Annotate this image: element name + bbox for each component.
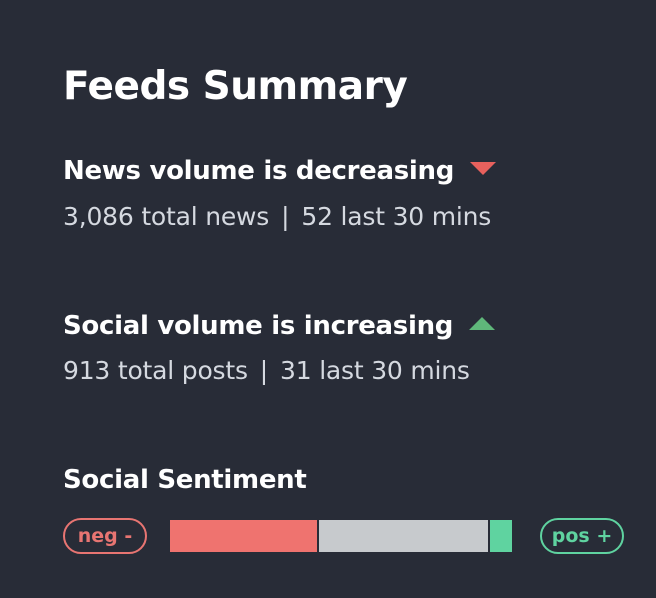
sentiment-bar-neutral-segment bbox=[317, 520, 489, 552]
triangle-down-icon bbox=[470, 162, 497, 175]
news-recent: 52 last 30 mins bbox=[301, 202, 492, 231]
news-volume-heading-text: News volume is decreasing bbox=[63, 156, 455, 186]
social-sentiment-heading: Social Sentiment bbox=[63, 465, 307, 495]
news-stats-separator: | bbox=[281, 202, 290, 231]
negative-sentiment-badge: neg - bbox=[63, 518, 147, 554]
triangle-up-icon bbox=[469, 317, 496, 330]
social-stats: 913 total posts | 31 last 30 mins bbox=[63, 354, 470, 388]
social-volume-heading-text: Social volume is increasing bbox=[63, 311, 454, 341]
news-stats: 3,086 total news | 52 last 30 mins bbox=[63, 200, 491, 234]
sentiment-bar-positive-segment bbox=[488, 520, 512, 552]
sentiment-row: neg - pos + bbox=[63, 518, 625, 554]
news-total: 3,086 total news bbox=[63, 202, 270, 231]
news-volume-heading: News volume is decreasing bbox=[63, 154, 497, 188]
feeds-summary-panel: Feeds Summary News volume is decreasing … bbox=[63, 0, 633, 598]
social-recent: 31 last 30 mins bbox=[280, 356, 470, 385]
page-title: Feeds Summary bbox=[63, 64, 408, 109]
social-stats-separator: | bbox=[259, 356, 269, 385]
social-volume-heading: Social volume is increasing bbox=[63, 309, 496, 343]
sentiment-bar-negative-segment bbox=[170, 520, 318, 552]
sentiment-bar bbox=[170, 520, 512, 552]
positive-sentiment-badge: pos + bbox=[540, 518, 624, 554]
social-total: 913 total posts bbox=[63, 356, 248, 385]
